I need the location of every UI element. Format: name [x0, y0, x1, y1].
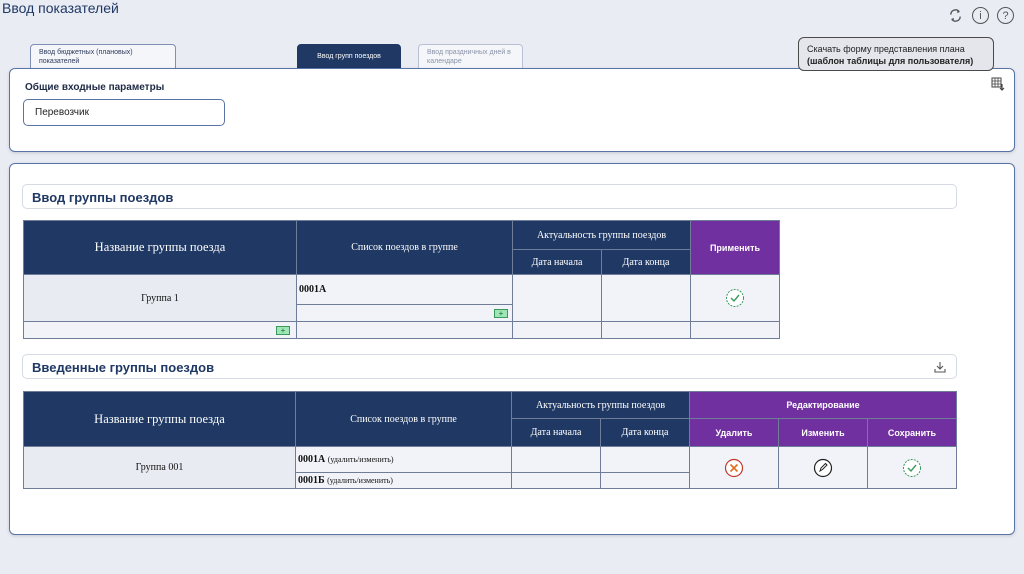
edit-pencil-icon[interactable]: [813, 458, 833, 478]
section-entered-header: Введенные группы поездов: [22, 354, 957, 379]
col-date-start: Дата начала: [512, 249, 602, 275]
date-end-cell: [600, 472, 690, 489]
delete-cell: [689, 446, 779, 489]
tab-budget-indicators[interactable]: Ввод бюджетных (плановых) показателей: [30, 44, 176, 68]
export-icon[interactable]: [934, 361, 946, 373]
col-editing: Редактирование: [689, 391, 957, 419]
add-train-cell: +: [296, 304, 513, 322]
apply-check-icon[interactable]: [725, 288, 745, 308]
col-group-name: Название группы поезда: [23, 391, 296, 447]
apply-cell: [690, 274, 780, 322]
tab-label: Ввод групп поездов: [317, 52, 381, 60]
train-edit-link[interactable]: (удалить/изменить): [327, 476, 393, 485]
col-date-end: Дата конца: [601, 249, 691, 275]
group-name-cell: Группа 001: [23, 446, 296, 489]
help-icon[interactable]: ?: [997, 7, 1014, 24]
delete-icon[interactable]: [724, 458, 744, 478]
add-group-cell: +: [23, 321, 297, 339]
col-date-end: Дата конца: [600, 418, 690, 447]
section-input-header: Ввод группы поездов: [22, 184, 957, 209]
col-date-start: Дата начала: [511, 418, 601, 447]
empty-cell: [690, 321, 780, 339]
train-edit-link[interactable]: (удалить/изменить): [327, 455, 394, 464]
date-end-input[interactable]: [601, 274, 691, 322]
train-code: 0001А: [298, 454, 326, 465]
col-train-list: Список поездов в группе: [296, 220, 513, 275]
refresh-icon[interactable]: [947, 7, 964, 24]
empty-cell: [296, 321, 513, 339]
train-row: 0001Б (удалить/изменить): [295, 472, 512, 489]
save-cell: [867, 446, 957, 489]
date-end-cell: [600, 446, 690, 473]
save-check-icon[interactable]: [902, 458, 922, 478]
date-start-input[interactable]: [512, 274, 602, 322]
tab-label: Ввод праздничных дней в календаре: [427, 49, 511, 65]
tooltip-line1: Скачать форму представления плана: [807, 44, 965, 54]
col-group-name: Название группы поезда: [23, 220, 297, 275]
tab-train-groups[interactable]: Ввод групп поездов: [297, 44, 401, 68]
page-title: Ввод показателей: [2, 0, 119, 16]
add-train-button[interactable]: +: [494, 308, 508, 318]
col-actuality: Актуальность группы поездов: [511, 391, 690, 419]
section-entered-title: Введенные группы поездов: [32, 360, 215, 375]
top-toolbar: i ?: [947, 7, 1014, 24]
col-delete: Удалить: [689, 418, 779, 447]
download-template-icon[interactable]: [991, 77, 1005, 91]
main-panel: Ввод группы поездов Название группы поез…: [9, 163, 1015, 535]
train-input[interactable]: 0001А: [296, 274, 513, 305]
train-row: 0001А (удалить/изменить): [295, 446, 512, 473]
train-code: 0001Б: [298, 475, 325, 486]
tooltip-line2: (шаблон таблицы для пользователя): [807, 56, 974, 66]
empty-cell: [601, 321, 691, 339]
col-edit: Изменить: [778, 418, 868, 447]
edit-cell: [778, 446, 868, 489]
download-template-tooltip: Скачать форму представления плана (шабло…: [798, 37, 994, 71]
group-name-input[interactable]: Группа 1: [23, 274, 297, 322]
col-apply: Применить: [690, 220, 780, 275]
date-start-cell: [511, 472, 601, 489]
params-panel: Общие входные параметры Перевозчик: [9, 68, 1015, 152]
empty-cell: [512, 321, 602, 339]
col-train-list: Список поездов в группе: [295, 391, 512, 447]
params-title: Общие входные параметры: [25, 82, 165, 93]
add-group-button[interactable]: +: [276, 325, 290, 335]
tab-holidays[interactable]: Ввод праздничных дней в календаре: [418, 44, 523, 68]
info-icon[interactable]: i: [972, 7, 989, 24]
carrier-field[interactable]: Перевозчик: [23, 99, 225, 126]
tab-label: Ввод бюджетных (плановых) показателей: [39, 49, 133, 65]
input-group-table: Название группы поезда Список поездов в …: [23, 220, 780, 339]
date-start-cell: [511, 446, 601, 473]
col-save: Сохранить: [867, 418, 957, 447]
col-actuality: Актуальность группы поездов: [512, 220, 691, 250]
entered-groups-table: Название группы поезда Список поездов в …: [23, 391, 957, 489]
